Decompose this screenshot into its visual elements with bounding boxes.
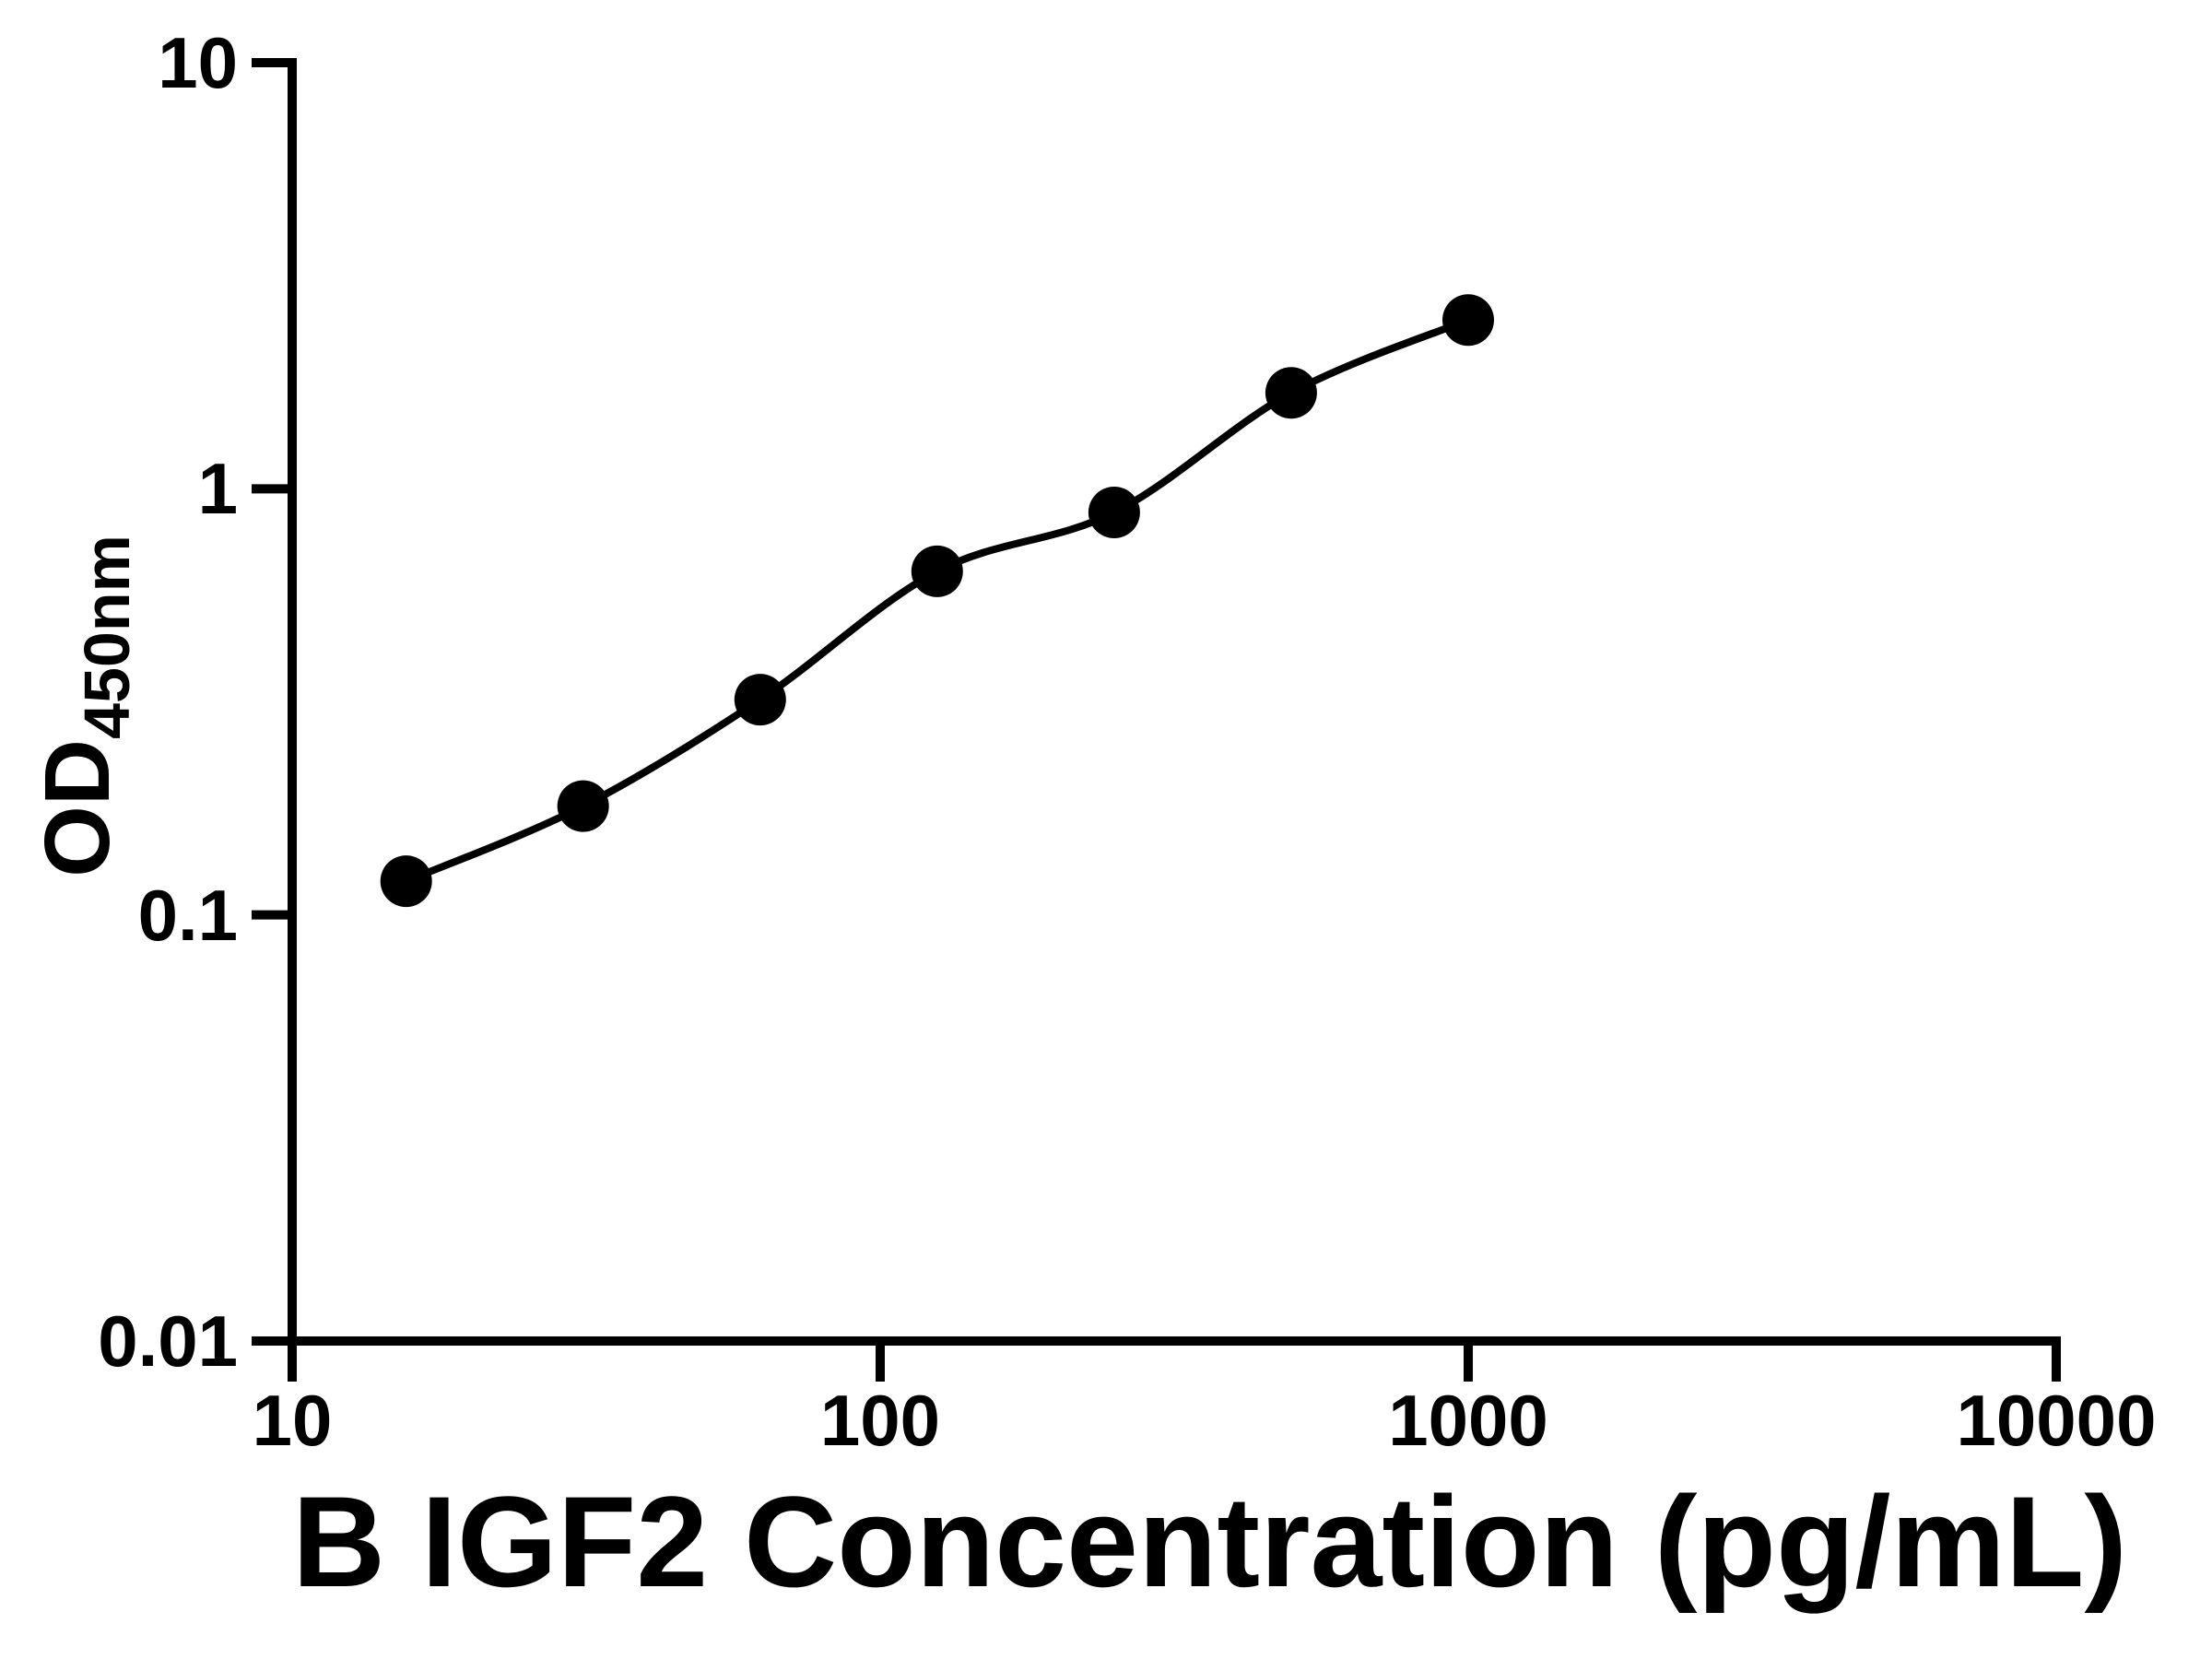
x-tick-label-10000: 10000 (1956, 1380, 2157, 1461)
y-axis-title: OD450nm (26, 535, 153, 877)
data-point-500 (1265, 367, 1317, 419)
data-point-1000 (1442, 294, 1494, 347)
y-tick-label-1: 1 (197, 448, 238, 530)
y-axis-title-subscript: 450nm (71, 535, 143, 739)
data-point-15.63 (380, 855, 432, 908)
y-tick-label-0p1: 0.1 (137, 874, 238, 956)
x-tick-label-10: 10 (252, 1380, 333, 1461)
y-axis-title-main: OD (26, 738, 129, 877)
data-point-62.5 (734, 674, 786, 726)
y-tick-label-10: 10 (158, 22, 238, 103)
data-point-31.25 (557, 780, 609, 832)
data-point-250 (1088, 487, 1140, 538)
x-tick-label-100: 100 (819, 1380, 941, 1461)
x-axis-title: B IGF2 Concentration (pg/mL) (292, 1469, 2128, 1614)
x-tick-label-1000: 1000 (1388, 1380, 1548, 1461)
data-point-125 (911, 545, 963, 597)
y-tick-label-0p01: 0.01 (98, 1300, 238, 1382)
